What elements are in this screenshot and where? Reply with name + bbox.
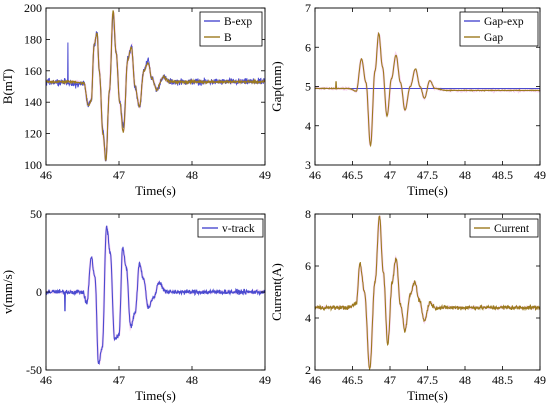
x-tick-label: 47.5: [417, 373, 438, 387]
y-tick-label: 100: [24, 158, 42, 172]
x-tick-label: 46: [40, 373, 52, 387]
legend-label: B: [224, 32, 232, 44]
series-line-b: [45, 10, 266, 162]
legend-label: Gap: [484, 32, 503, 44]
y-tick-label: 140: [24, 95, 42, 109]
legend: v-track: [197, 218, 264, 238]
y-tick-label: 3: [305, 158, 311, 172]
x-tick-label: 48: [459, 168, 471, 182]
x-tick-label: 47.5: [417, 168, 438, 182]
y-tick-label: 160: [24, 64, 42, 78]
legend-box: [469, 218, 539, 238]
x-tick-label: 46.5: [342, 373, 363, 387]
x-axis-label: Time(s): [135, 388, 176, 403]
y-tick-label: 8: [305, 207, 311, 221]
y-tick-label: 50: [30, 207, 42, 221]
chart-panel-3: 46 47 48 49 -50 0 50 Time(s) v(mm/s) v-track: [0, 207, 271, 403]
legend-label: Gap-exp: [484, 16, 524, 28]
y-tick-label: 0: [36, 285, 42, 299]
chart-panel-1: 46 47 48 49 100 120 140 160 180 200 Time(s) B(mT) B-…: [0, 1, 271, 198]
y-tick-label: 4: [305, 311, 311, 325]
plot-frame: [45, 7, 266, 166]
x-tick-label: 46: [309, 373, 321, 387]
x-tick-label: 48: [186, 168, 198, 182]
x-tick-label: 48: [186, 373, 198, 387]
y-axis-label: Current(A): [269, 263, 284, 321]
y-axis-label: Gap(mm): [269, 61, 284, 112]
y-tick-label: 180: [24, 32, 42, 46]
x-tick-label: 46: [309, 168, 321, 182]
legend: Current: [469, 218, 539, 238]
x-tick-label: 49: [259, 373, 271, 387]
series-line-v-track: [45, 225, 266, 366]
legend-box: [459, 11, 539, 47]
legend: B-exp B: [199, 11, 263, 47]
x-tick-label: 46: [40, 168, 52, 182]
x-tick-label: 46.5: [342, 168, 363, 182]
y-tick-label: 7: [305, 1, 311, 15]
x-tick-label: 49: [534, 168, 546, 182]
legend-label: B-exp: [224, 16, 252, 28]
ghost-trace: [314, 215, 541, 369]
legend-label: v-track: [222, 223, 255, 235]
y-tick-label: -50: [26, 363, 42, 377]
series-line-gap: [314, 31, 541, 148]
y-tick-label: 2: [305, 363, 311, 377]
y-tick-label: 6: [305, 259, 311, 273]
legend: Gap-exp Gap: [459, 11, 539, 47]
x-tick-label: 48: [459, 373, 471, 387]
x-tick-label: 47: [384, 373, 396, 387]
x-tick-label: 48.5: [492, 373, 513, 387]
y-axis-label: v(mm/s): [0, 270, 15, 314]
x-axis-label: Time(s): [407, 183, 448, 198]
y-axis-label: B(mT): [0, 69, 15, 104]
chart-panel-4: 46 46.5 47 47.5 48 48.5 492468Time(s)Current(A…: [269, 207, 546, 403]
x-tick-label: 47: [113, 168, 125, 182]
y-tick-label: 200: [24, 1, 42, 15]
chart-panel-2: 46 46.5 47 47.5 48 48.5 49 3 4 5 6 7 Time(s) Gap(mm) G…: [269, 1, 546, 198]
x-tick-label: 47: [384, 168, 396, 182]
x-tick-label: 48.5: [492, 168, 513, 182]
x-tick-label: 49: [534, 373, 546, 387]
x-tick-label: 49: [259, 168, 271, 182]
legend-box: [199, 11, 263, 47]
x-axis-label: Time(s): [135, 183, 176, 198]
y-tick-label: 4: [305, 119, 311, 133]
x-tick-label: 47: [113, 373, 125, 387]
y-tick-label: 6: [305, 40, 311, 54]
legend-box: [197, 218, 264, 238]
series-line-current: [314, 215, 541, 371]
y-tick-label: 120: [24, 127, 42, 141]
legend-label: Current: [494, 223, 530, 235]
x-axis-label: Time(s): [407, 388, 448, 403]
y-tick-label: 5: [305, 80, 311, 94]
